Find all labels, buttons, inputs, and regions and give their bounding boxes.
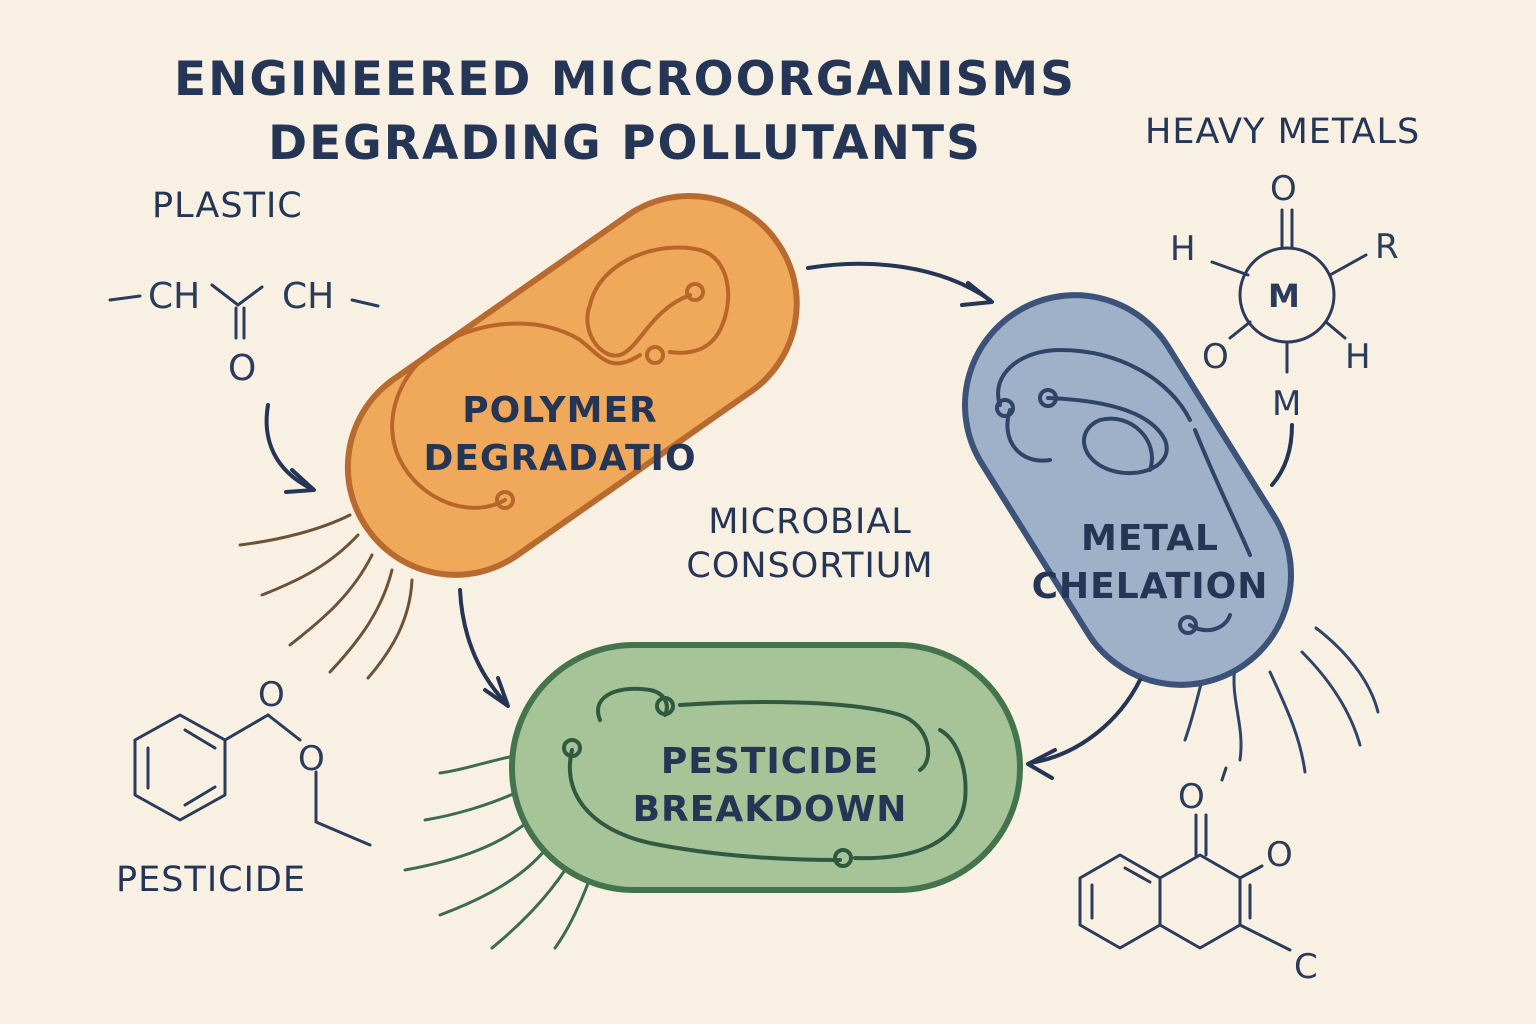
- metal-cell-plasmid: [995, 347, 1252, 635]
- polymer-cell-flagella: [238, 513, 414, 680]
- pesticide-oxygen-mid: O: [298, 739, 325, 779]
- plastic-label: PLASTIC: [152, 186, 303, 226]
- pesticide-oxygen-top: O: [258, 675, 285, 715]
- plastic-oxygen: O: [228, 348, 256, 389]
- polymer-line-2: DEGRADATIO: [423, 438, 697, 479]
- metal-right-r: R: [1375, 227, 1399, 267]
- metal-line-2: CHELATION: [1031, 566, 1269, 607]
- arrowhead-polymer-to-metal: [960, 281, 994, 307]
- arrow-plastic-to-polymer: [264, 403, 312, 490]
- pesticide-structure: [133, 713, 372, 847]
- plastic-structure: [108, 283, 380, 340]
- metal-cell-body: [962, 292, 1294, 688]
- arrowhead-plastic-to-polymer: [284, 468, 316, 494]
- metal-top-oxygen: O: [1270, 169, 1297, 209]
- consortium-line-2: CONSORTIUM: [686, 546, 934, 586]
- polymer-degradation-cell: [344, 192, 800, 578]
- title-line-2: DEGRADING POLLUTANTS: [268, 116, 982, 171]
- pesticide-cell-body: [509, 642, 1023, 893]
- polymer-cell-plasmid: [390, 245, 731, 510]
- quinone-oxygen-top: O: [1178, 777, 1205, 817]
- metal-bottom-hydrogen: H: [1345, 337, 1371, 377]
- heavy-metals-label: HEAVY METALS: [1145, 112, 1421, 152]
- metal-center-m: M: [1268, 277, 1300, 315]
- pesticide-line-1: PESTICIDE: [660, 741, 880, 782]
- arrowhead-polymer-to-pesticide: [483, 676, 510, 708]
- arrowhead-metal-to-pesticide: [1026, 748, 1057, 780]
- consortium-line-1: MICROBIAL: [708, 502, 912, 542]
- arrow-polymer-to-metal: [806, 261, 992, 302]
- consortium-label: MICROBIAL CONSORTIUM: [650, 500, 970, 588]
- diagram-title: ENGINEERED MICROORGANISMS DEGRADING POLL…: [120, 48, 1130, 176]
- arrow-polymer-to-pesticide: [458, 588, 507, 704]
- pesticide-cell-label: PESTICIDE BREAKDOWN: [600, 738, 940, 834]
- metal-lower-m: M: [1272, 384, 1301, 424]
- title-line-1: ENGINEERED MICROORGANISMS: [173, 52, 1076, 107]
- arrow-metal-to-pesticide: [1028, 678, 1142, 765]
- arrow-heavy-metal-to-cell: [1270, 423, 1294, 487]
- polymer-cell-body: [344, 192, 800, 578]
- metal-complex-structure: [1210, 208, 1368, 374]
- metal-cell-label: METAL CHELATION: [1010, 515, 1290, 611]
- polymer-cell-label: POLYMER DEGRADATIO: [400, 387, 720, 483]
- polymer-line-1: POLYMER: [462, 390, 658, 431]
- plastic-ch-left: CH: [148, 276, 200, 317]
- quinone-structure: [1078, 766, 1292, 952]
- pesticide-breakdown-cell: [509, 642, 1023, 893]
- metal-bottom-oxygen: O: [1202, 337, 1229, 377]
- quinone-carbon-bottom: C: [1294, 947, 1318, 987]
- metal-line-1: METAL: [1081, 518, 1219, 559]
- quinone-oxygen-right: O: [1266, 835, 1293, 875]
- pesticide-cell-plasmid: [562, 686, 968, 868]
- metal-chelation-cell: [962, 292, 1294, 688]
- pesticide-line-2: BREAKDOWN: [632, 789, 908, 830]
- metal-left-hydrogen: H: [1170, 229, 1196, 269]
- plastic-ch-right: CH: [282, 276, 334, 317]
- pesticide-label: PESTICIDE: [116, 860, 306, 900]
- flow-arrows: [264, 261, 1294, 780]
